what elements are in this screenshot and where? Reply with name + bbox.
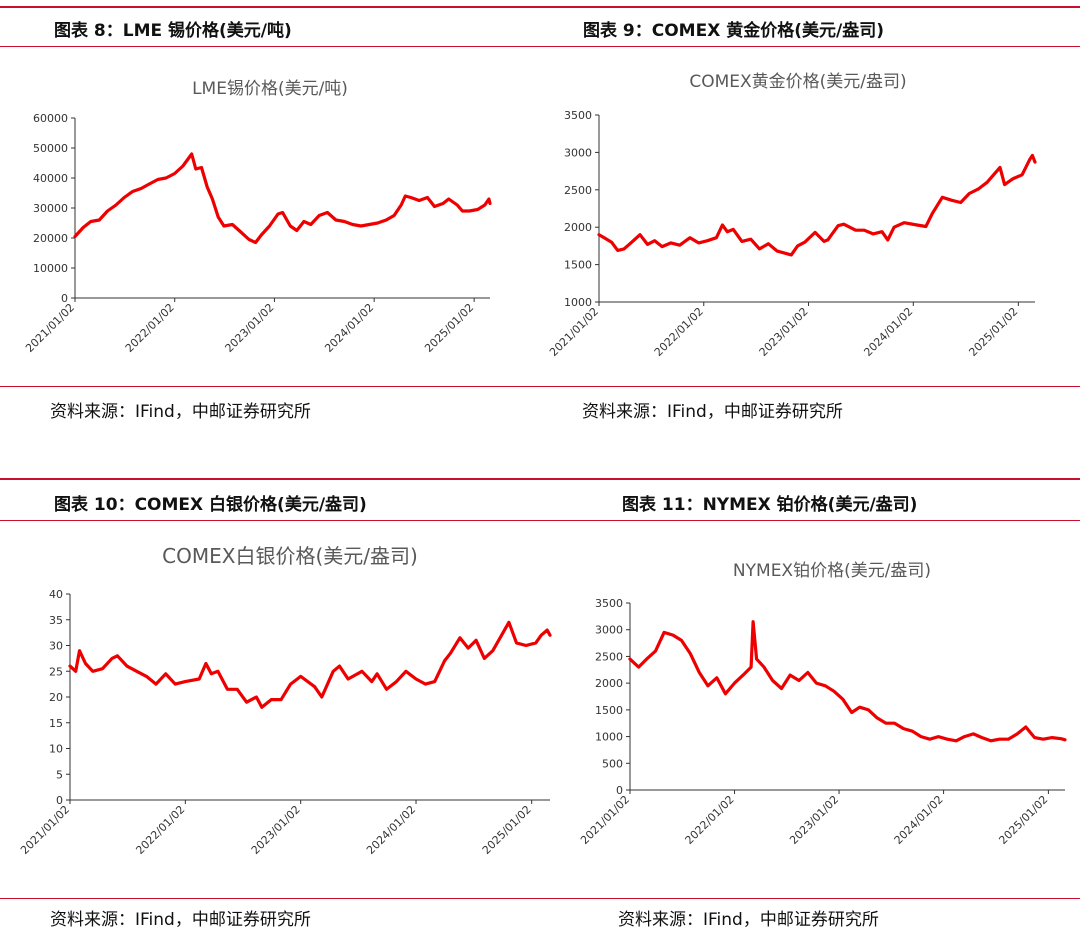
silver-price-series-line xyxy=(68,620,552,709)
gold-y-tick-label: 1000 xyxy=(564,296,592,309)
panel-title-silver: 图表 10：COMEX 白银价格(美元/盎司) xyxy=(54,495,367,515)
gold-price-series-line xyxy=(597,153,1037,257)
panel-title-tin: 图表 8：LME 锡价格(美元/吨) xyxy=(54,21,292,41)
source-note-silver: 资料来源：IFind，中邮证券研究所 xyxy=(50,910,311,930)
platinum-y-tick-label: 1500 xyxy=(595,704,623,717)
platinum-chart-title: NYMEX铂价格(美元/盎司) xyxy=(733,561,931,581)
gold-x-tick-label: 2022/01/02 xyxy=(652,305,706,359)
tin-x-tick-label: 2024/01/02 xyxy=(322,301,376,355)
silver-y-tick-label: 30 xyxy=(49,640,63,653)
gold-y-tick-label: 2000 xyxy=(564,221,592,234)
platinum-y-tick-label: 2000 xyxy=(595,677,623,690)
gold-chart-title: COMEX黄金价格(美元/盎司) xyxy=(689,72,906,92)
platinum-y-tick-label: 0 xyxy=(616,784,623,797)
platinum-x-tick-label: 2023/01/02 xyxy=(787,793,841,847)
silver-x-tick-label: 2023/01/02 xyxy=(249,803,303,857)
platinum-y-tick-label: 3500 xyxy=(595,597,623,610)
gold-price-chart: COMEX黄金价格(美元/盎司) 1000 1500 2000 2500 3000 3500… xyxy=(547,72,1037,359)
silver-y-tick-label: 15 xyxy=(49,717,63,730)
gold-y-tick-label: 1500 xyxy=(564,259,592,272)
platinum-x-tick-label: 2021/01/02 xyxy=(578,793,632,847)
platinum-x-tick-label: 2022/01/02 xyxy=(683,793,737,847)
tin-price-series-line xyxy=(73,152,492,245)
platinum-price-chart: NYMEX铂价格(美元/盎司) 0 500 1000 1500 2000 2500 3000 3… xyxy=(578,561,1067,847)
tin-y-tick-label: 40000 xyxy=(33,172,68,185)
source-note-platinum: 资料来源：IFind，中邮证券研究所 xyxy=(618,910,879,930)
silver-y-tick-label: 20 xyxy=(49,691,63,704)
silver-y-tick-label: 5 xyxy=(56,768,63,781)
tin-price-chart: LME锡价格(美元/吨) 0 10000 20000 30000 40000 50000 60… xyxy=(23,79,492,355)
source-note-gold: 资料来源：IFind，中邮证券研究所 xyxy=(582,402,843,422)
gold-y-tick-label: 3500 xyxy=(564,109,592,122)
tin-x-tick-label: 2022/01/02 xyxy=(123,301,177,355)
bottom-row-source-rule xyxy=(0,898,1080,899)
gold-x-tick-label: 2021/01/02 xyxy=(547,305,601,359)
silver-x-tick-label: 2025/01/02 xyxy=(480,803,534,857)
silver-y-tick-label: 35 xyxy=(49,614,63,627)
top-row-rule xyxy=(0,6,1080,8)
tin-x-tick-label: 2021/01/02 xyxy=(23,301,77,355)
tin-y-tick-label: 10000 xyxy=(33,262,68,275)
silver-y-tick-label: 0 xyxy=(56,794,63,807)
top-row-title-rule xyxy=(0,46,1080,47)
platinum-x-tick-label: 2025/01/02 xyxy=(996,793,1050,847)
tin-y-tick-label: 60000 xyxy=(33,112,68,125)
tin-x-tick-label: 2025/01/02 xyxy=(422,301,476,355)
platinum-y-tick-label: 500 xyxy=(602,757,623,770)
gold-x-tick-label: 2025/01/02 xyxy=(966,305,1020,359)
silver-x-tick-label: 2022/01/02 xyxy=(133,803,187,857)
tin-y-tick-label: 0 xyxy=(61,292,68,305)
tin-y-tick-label: 50000 xyxy=(33,142,68,155)
gold-y-tick-label: 2500 xyxy=(564,184,592,197)
gold-x-tick-label: 2023/01/02 xyxy=(757,305,811,359)
tin-chart-title: LME锡价格(美元/吨) xyxy=(192,79,348,99)
silver-x-tick-label: 2021/01/02 xyxy=(18,803,72,857)
top-row-source-rule xyxy=(0,386,1080,387)
silver-x-tick-label: 2024/01/02 xyxy=(364,803,418,857)
platinum-x-tick-label: 2024/01/02 xyxy=(892,793,946,847)
source-note-tin: 资料来源：IFind，中邮证券研究所 xyxy=(50,402,311,422)
silver-y-tick-label: 40 xyxy=(49,588,63,601)
panel-title-platinum: 图表 11：NYMEX 铂价格(美元/盎司) xyxy=(622,495,918,515)
gold-y-tick-label: 3000 xyxy=(564,146,592,159)
panel-title-gold: 图表 9：COMEX 黄金价格(美元/盎司) xyxy=(583,21,884,41)
gold-x-tick-label: 2024/01/02 xyxy=(861,305,915,359)
bottom-row-rule xyxy=(0,478,1080,480)
silver-y-tick-label: 25 xyxy=(49,665,63,678)
tin-y-tick-label: 30000 xyxy=(33,202,68,215)
platinum-y-tick-label: 3000 xyxy=(595,624,623,637)
silver-y-tick-label: 10 xyxy=(49,743,63,756)
tin-x-tick-label: 2023/01/02 xyxy=(223,301,277,355)
silver-price-chart: COMEX白银价格(美元/盎司) 0 5 10 15 20 25 30 35 40 2021/01/… xyxy=(18,544,552,857)
tin-y-tick-label: 20000 xyxy=(33,232,68,245)
platinum-y-tick-label: 2500 xyxy=(595,650,623,663)
platinum-y-tick-label: 1000 xyxy=(595,731,623,744)
platinum-price-series-line xyxy=(628,620,1067,743)
bottom-row-title-rule xyxy=(0,520,1080,521)
silver-chart-title: COMEX白银价格(美元/盎司) xyxy=(162,544,418,568)
